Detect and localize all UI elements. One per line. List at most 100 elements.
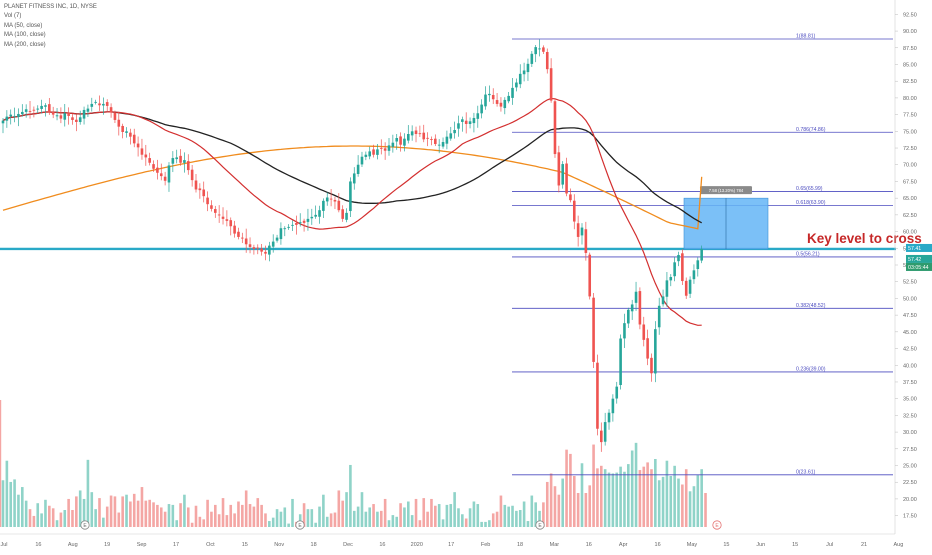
candle-body[interactable]	[140, 148, 144, 155]
candle-body[interactable]	[484, 94, 487, 107]
candle-body[interactable]	[132, 134, 136, 144]
candle-body[interactable]	[190, 169, 194, 181]
candle-body[interactable]	[607, 412, 611, 423]
candle-body[interactable]	[268, 245, 271, 255]
candle-body[interactable]	[349, 181, 352, 212]
candle-body[interactable]	[407, 134, 410, 141]
candle-body[interactable]	[569, 194, 572, 201]
candle-body[interactable]	[325, 197, 329, 202]
candle-body[interactable]	[202, 189, 206, 197]
candle-body[interactable]	[198, 188, 202, 191]
candle-body[interactable]	[572, 200, 576, 222]
earnings-marker[interactable]	[535, 520, 545, 530]
candle-body[interactable]	[244, 238, 248, 245]
candle-body[interactable]	[291, 224, 294, 226]
candle-body[interactable]	[322, 200, 325, 211]
candle-body[interactable]	[511, 87, 514, 98]
candle-body[interactable]	[584, 229, 588, 253]
candle-body[interactable]	[229, 220, 233, 227]
candle-body[interactable]	[356, 164, 360, 174]
candle-body[interactable]	[352, 173, 356, 184]
candle-body[interactable]	[241, 237, 244, 239]
indicator-ma100[interactable]: MA (100, close)	[4, 32, 46, 39]
candle-body[interactable]	[125, 131, 128, 133]
candle-body[interactable]	[329, 198, 333, 200]
candle-body[interactable]	[700, 248, 703, 261]
candle-body[interactable]	[345, 212, 348, 220]
candle-body[interactable]	[109, 107, 113, 113]
candle-body[interactable]	[36, 108, 40, 110]
candle-body[interactable]	[159, 173, 163, 177]
candle-body[interactable]	[634, 291, 638, 303]
candle-body[interactable]	[44, 105, 47, 107]
indicator-ma50[interactable]: MA (50, close)	[4, 22, 43, 29]
candle-body[interactable]	[418, 133, 422, 135]
candle-body[interactable]	[379, 147, 383, 149]
candle-body[interactable]	[557, 152, 561, 186]
candle-body[interactable]	[102, 103, 105, 106]
candle-body[interactable]	[383, 148, 387, 151]
candle-body[interactable]	[98, 103, 101, 106]
earnings-marker[interactable]	[295, 520, 305, 530]
indicator-vol[interactable]: Vol (7)	[4, 13, 22, 20]
candle-body[interactable]	[461, 119, 464, 122]
candle-body[interactable]	[152, 164, 155, 169]
candle-body[interactable]	[615, 386, 619, 399]
candle-body[interactable]	[515, 82, 518, 88]
candle-body[interactable]	[175, 157, 178, 160]
candle-body[interactable]	[376, 149, 379, 155]
candle-body[interactable]	[78, 117, 82, 123]
candle-body[interactable]	[13, 115, 16, 117]
candle-body[interactable]	[225, 219, 229, 221]
candle-body[interactable]	[252, 247, 256, 249]
candle-body[interactable]	[295, 223, 298, 225]
candle-body[interactable]	[368, 151, 371, 157]
candle-body[interactable]	[283, 228, 287, 230]
candle-body[interactable]	[603, 422, 607, 442]
candle-body[interactable]	[5, 116, 9, 121]
candle-body[interactable]	[661, 296, 665, 305]
candle-body[interactable]	[688, 279, 692, 294]
candle-body[interactable]	[600, 430, 603, 443]
candle-body[interactable]	[217, 214, 221, 216]
candle-body[interactable]	[464, 120, 468, 124]
candle-body[interactable]	[186, 161, 190, 171]
candle-body[interactable]	[287, 226, 290, 228]
candle-body[interactable]	[113, 112, 117, 120]
candle-body[interactable]	[55, 115, 59, 117]
candle-body[interactable]	[117, 119, 121, 127]
candle-body[interactable]	[619, 338, 622, 386]
symbol-title[interactable]: PLANET FITNESS INC, 1D, NYSE	[4, 4, 97, 10]
candle-body[interactable]	[530, 53, 534, 64]
candle-body[interactable]	[360, 156, 364, 165]
candle-body[interactable]	[148, 158, 151, 163]
candle-body[interactable]	[337, 200, 341, 211]
candle-body[interactable]	[28, 110, 32, 112]
candle-body[interactable]	[468, 121, 472, 124]
candle-body[interactable]	[136, 143, 140, 148]
candle-body[interactable]	[410, 131, 414, 136]
candle-body[interactable]	[623, 323, 626, 339]
candle-body[interactable]	[67, 112, 70, 116]
candle-body[interactable]	[264, 251, 267, 254]
candle-body[interactable]	[426, 137, 429, 139]
candle-body[interactable]	[654, 329, 657, 374]
candle-body[interactable]	[681, 253, 684, 282]
candle-body[interactable]	[553, 101, 557, 155]
candle-body[interactable]	[237, 231, 240, 237]
candle-body[interactable]	[40, 105, 43, 109]
candle-body[interactable]	[669, 277, 673, 281]
candle-body[interactable]	[121, 125, 124, 132]
candle-body[interactable]	[430, 139, 433, 141]
candle-body[interactable]	[592, 297, 595, 362]
candle-body[interactable]	[399, 136, 402, 145]
candle-body[interactable]	[588, 254, 592, 297]
candle-body[interactable]	[341, 209, 344, 219]
candle-body[interactable]	[576, 223, 580, 237]
candle-body[interactable]	[302, 220, 306, 223]
candle-body[interactable]	[395, 138, 399, 142]
candle-body[interactable]	[9, 114, 13, 117]
candle-body[interactable]	[129, 132, 132, 137]
candle-body[interactable]	[526, 63, 530, 73]
candle-body[interactable]	[21, 111, 24, 115]
